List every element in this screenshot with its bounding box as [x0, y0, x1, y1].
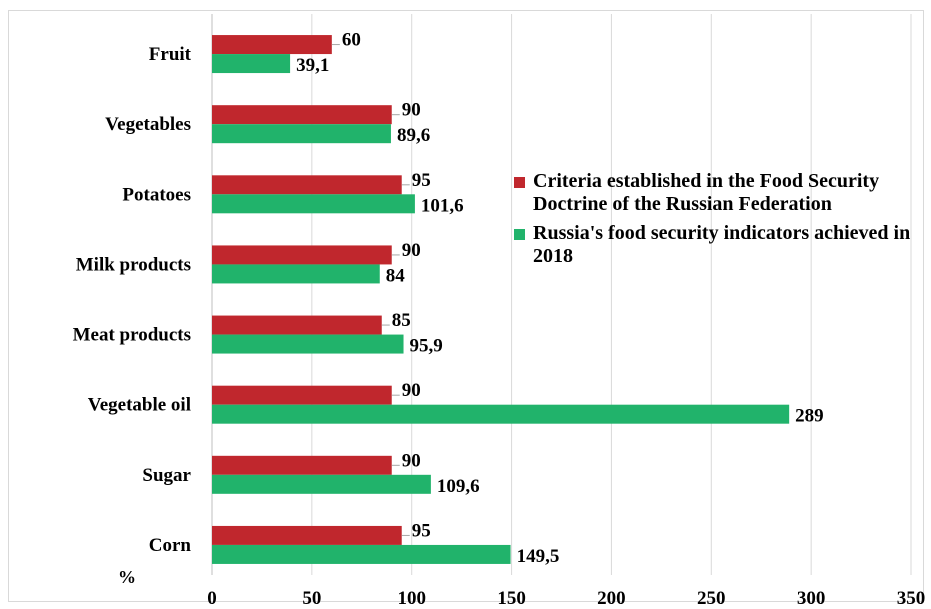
legend-item-criteria: Criteria established in the Food Securit…: [514, 170, 914, 216]
category-label-milk-products: Milk products: [76, 254, 191, 275]
bar-achieved-corn: [212, 544, 511, 564]
x-tick-label-100: 100: [397, 588, 426, 609]
legend-label-achieved: Russia's food security indicators achiev…: [533, 222, 911, 267]
category-label-vegetables: Vegetables: [105, 114, 191, 135]
bar-criteria-vegetables: [212, 105, 392, 125]
value-label-criteria-vegetable-oil: 90: [402, 380, 421, 401]
category-label-corn: Corn: [149, 535, 192, 556]
x-tick-label-250: 250: [697, 588, 726, 609]
x-tick-label-300: 300: [797, 588, 826, 609]
value-label-achieved-vegetables: 89,6: [397, 125, 430, 146]
x-tick-label-50: 50: [302, 588, 321, 609]
legend: Criteria established in the Food Securit…: [514, 170, 914, 274]
x-tick-label-150: 150: [497, 588, 526, 609]
bar-achieved-vegetable-oil: [212, 404, 790, 424]
bar-achieved-sugar: [212, 474, 431, 494]
value-label-achieved-milk-products: 84: [386, 265, 406, 286]
value-label-criteria-milk-products: 90: [402, 240, 421, 261]
bar-criteria-vegetable-oil: [212, 385, 392, 405]
bar-achieved-meat-products: [212, 334, 404, 354]
bar-criteria-milk-products: [212, 245, 392, 265]
legend-label-criteria: Criteria established in the Food Securit…: [533, 170, 880, 215]
value-label-achieved-vegetable-oil: 289: [795, 406, 824, 427]
value-label-criteria-fruit: 60: [342, 30, 361, 51]
labels: 0 50 100 150 200 250 300 350 Fruit 60 39,1 Vegetabl…: [73, 30, 926, 609]
value-label-criteria-potatoes: 95: [412, 170, 431, 191]
value-label-criteria-meat-products: 85: [392, 310, 411, 331]
bar-achieved-fruit: [212, 54, 291, 74]
bar-criteria-meat-products: [212, 315, 382, 335]
value-label-criteria-corn: 95: [412, 520, 431, 541]
x-tick-label-200: 200: [597, 588, 626, 609]
value-label-achieved-corn: 149,5: [517, 546, 560, 567]
bar-achieved-potatoes: [212, 194, 415, 214]
category-label-meat-products: Meat products: [73, 325, 191, 346]
legend-swatch-criteria: [514, 177, 525, 188]
category-label-sugar: Sugar: [142, 465, 191, 486]
bar-achieved-milk-products: [212, 264, 380, 284]
category-label-potatoes: Potatoes: [122, 184, 191, 205]
category-label-fruit: Fruit: [149, 44, 192, 65]
value-label-achieved-meat-products: 95,9: [410, 336, 443, 357]
bar-criteria-sugar: [212, 455, 392, 475]
x-tick-label-350: 350: [897, 588, 926, 609]
unit-label: %: [118, 567, 136, 587]
bar-achieved-vegetables: [212, 124, 391, 144]
bar-criteria-fruit: [212, 35, 332, 55]
chart-frame: [8, 10, 924, 602]
bar-criteria-potatoes: [212, 175, 402, 195]
value-label-achieved-sugar: 109,6: [437, 476, 480, 497]
bar-criteria-corn: [212, 525, 402, 545]
legend-item-achieved: Russia's food security indicators achiev…: [514, 222, 914, 268]
legend-swatch-achieved: [514, 229, 525, 240]
value-label-criteria-vegetables: 90: [402, 100, 421, 121]
category-label-vegetable-oil: Vegetable oil: [88, 395, 191, 416]
value-label-achieved-fruit: 39,1: [296, 55, 329, 76]
value-label-criteria-sugar: 90: [402, 450, 421, 471]
value-label-achieved-potatoes: 101,6: [421, 195, 464, 216]
bars: [212, 35, 790, 564]
x-tick-label-0: 0: [207, 588, 217, 609]
